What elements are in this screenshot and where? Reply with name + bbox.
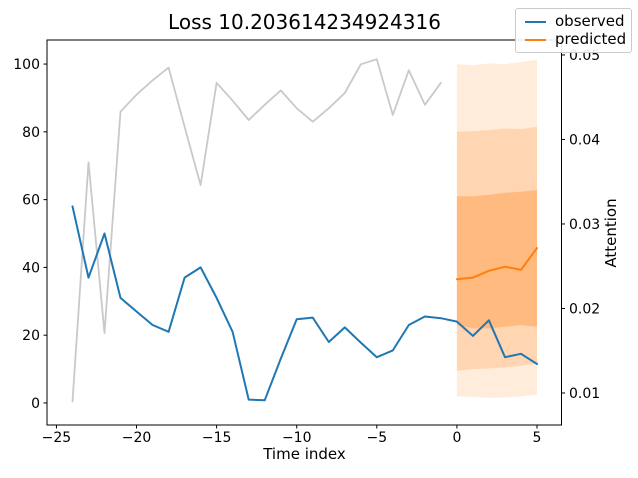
attention-line: [71, 58, 442, 403]
left-y-axis-ticks: 0 20 40 60 80 100: [13, 57, 47, 412]
confidence-band-inner: [456, 190, 537, 329]
predicted-line-swatch-icon: [525, 38, 546, 41]
legend-label-observed: observed: [555, 12, 625, 30]
y2-tick-label: 0.03: [569, 217, 600, 233]
y2-tick-label: 0.02: [569, 301, 600, 317]
y-tick-label: 100: [13, 57, 40, 73]
x-tick-label: −10: [282, 430, 312, 446]
legend-item-predicted: predicted: [525, 30, 627, 48]
x-axis-ticks: −25 −20 −15 −10 −5 0 5: [42, 425, 542, 446]
y-tick-label: 20: [22, 328, 40, 344]
y2-tick-label: 0.01: [569, 386, 600, 402]
legend-item-observed: observed: [525, 12, 625, 30]
y-tick-label: 0: [31, 396, 40, 412]
y2-tick-label: 0.04: [569, 132, 600, 148]
x-axis-label: Time index: [263, 445, 346, 463]
y-tick-label: 60: [22, 193, 40, 209]
predicted-line: [455, 247, 538, 281]
confidence-bands: [456, 59, 537, 398]
legend: observed predicted: [515, 8, 632, 53]
y-tick-label: 80: [22, 125, 40, 141]
x-tick-label: 5: [533, 430, 542, 446]
x-tick-label: −25: [42, 430, 72, 446]
axes-frame: [46, 39, 562, 426]
right-y-axis-label: Attention: [602, 198, 620, 268]
x-tick-label: −20: [122, 430, 152, 446]
right-y-axis-ticks: 0.010.020.030.040.05: [561, 48, 600, 402]
observed-line: [71, 205, 538, 402]
chart-title: Loss 10.203614234924316: [168, 10, 441, 34]
x-tick-label: 0: [452, 430, 461, 446]
x-tick-label: −5: [366, 430, 387, 446]
legend-label-predicted: predicted: [555, 30, 627, 48]
confidence-band-outer: [456, 59, 537, 398]
y-tick-label: 40: [22, 260, 40, 276]
x-tick-label: −15: [202, 430, 232, 446]
observed-line-swatch-icon: [525, 20, 546, 23]
confidence-band-middle: [456, 126, 537, 371]
